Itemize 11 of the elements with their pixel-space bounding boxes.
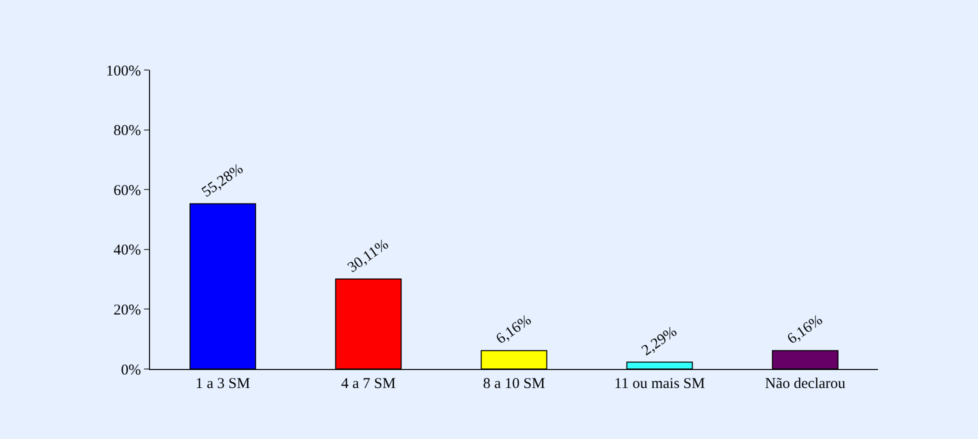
x-tick-label: 8 a 10 SM xyxy=(482,376,546,392)
x-tick-label: Não declarou xyxy=(765,376,846,392)
y-tick-label: 60% xyxy=(114,182,141,199)
x-tick-label: 4 a 7 SM xyxy=(341,376,396,392)
x-tick-label: 1 a 3 SM xyxy=(196,376,250,392)
y-tick-label: 20% xyxy=(114,302,141,318)
y-tick-label: 0% xyxy=(121,362,141,378)
y-tick-label: 40% xyxy=(114,242,141,259)
y-tick-label: 100% xyxy=(106,63,141,80)
x-tick-label: 11 ou mais SM xyxy=(614,376,705,392)
y-tick-label: 80% xyxy=(114,123,141,140)
